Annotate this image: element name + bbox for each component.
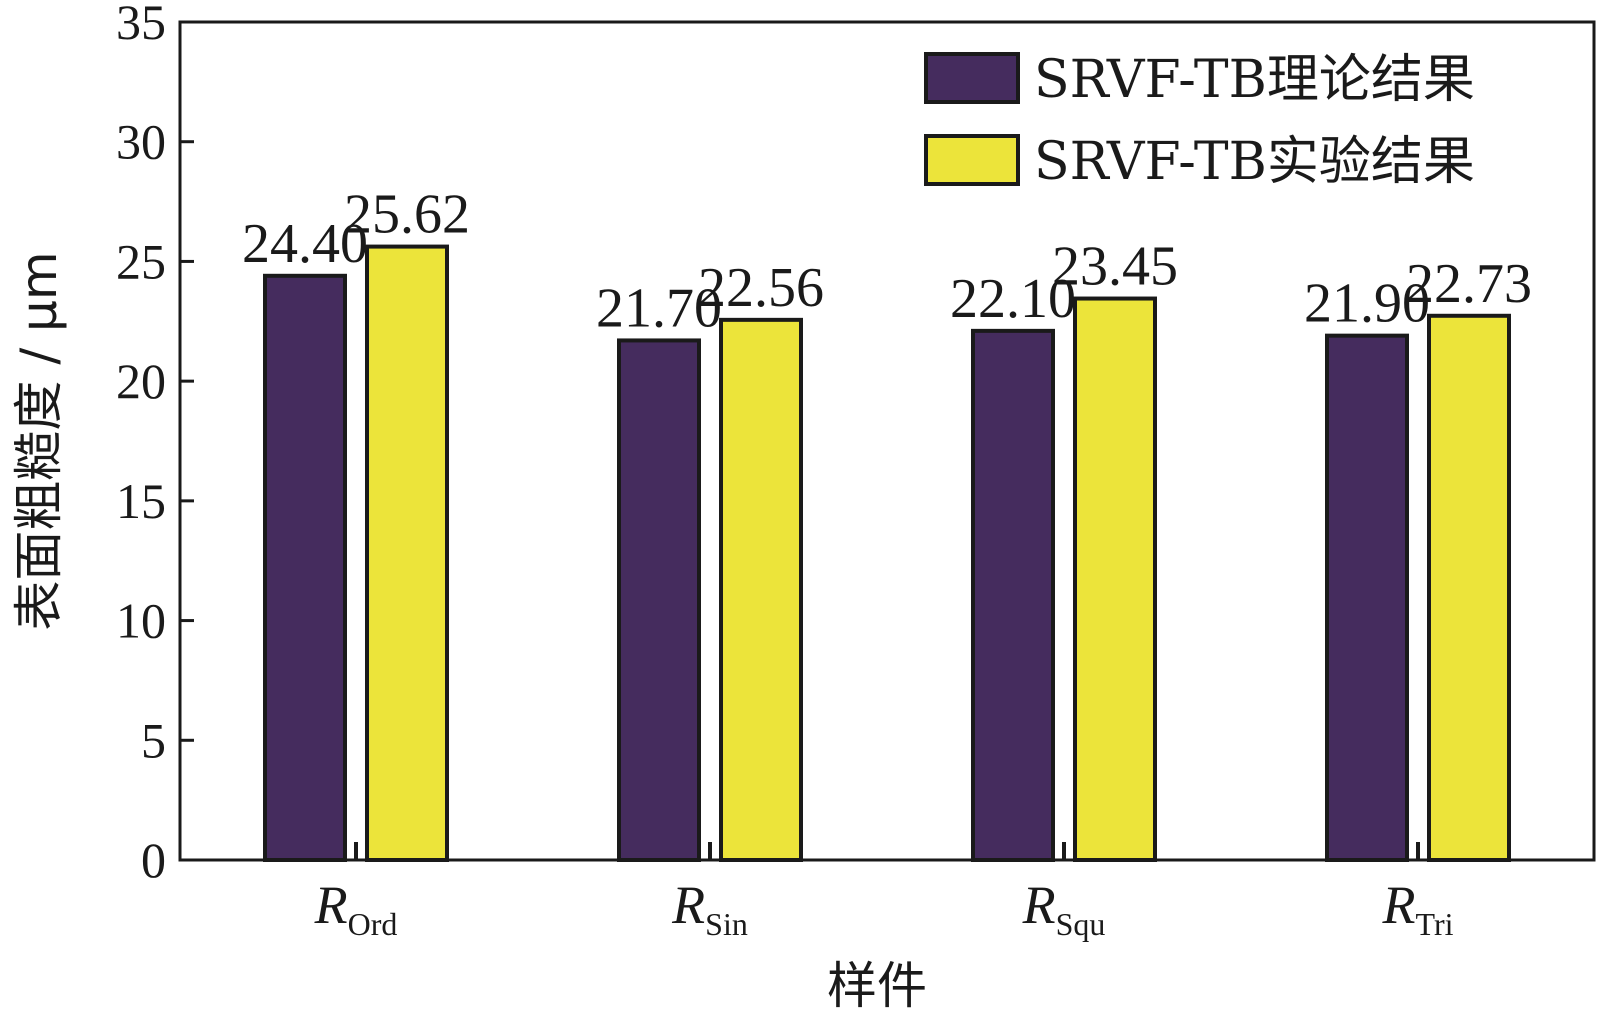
x-tick-label-sub: Squ: [1056, 906, 1106, 942]
bar-squ-series-2: [1073, 296, 1157, 863]
y-tick-label: 20: [116, 353, 166, 409]
x-tick-label-sub: Sin: [705, 906, 748, 942]
legend-label-series-1: SRVF-TB理论结果: [1034, 50, 1475, 110]
x-tick-label-main: R: [1022, 875, 1056, 935]
x-tick-label: RSin: [671, 875, 748, 942]
x-tick-label: RSqu: [1022, 875, 1106, 942]
y-tick-label: 30: [116, 114, 166, 170]
y-axis-title: 表面粗糙度 / μm: [10, 251, 68, 630]
x-tick-label-main: R: [1382, 875, 1416, 935]
bar-tri-series-1: [1325, 333, 1409, 862]
y-tick-label: 25: [116, 233, 166, 289]
y-tick-label: 35: [116, 0, 166, 50]
bar-ord-series-2: [365, 244, 449, 863]
value-label-ord-series-2: 25.62: [344, 184, 470, 246]
y-tick-label: 5: [141, 712, 166, 768]
bar-sin-series-2: [719, 317, 803, 863]
value-label-sin-series-2: 22.56: [698, 257, 824, 319]
value-label-tri-series-2: 22.73: [1406, 253, 1532, 315]
y-axis: 0 5 10 15 20 25 30 35: [116, 0, 194, 888]
x-tick-label-main: R: [671, 875, 705, 935]
x-axis: ROrd RSin RSqu RTri: [314, 842, 1454, 942]
x-tick-label-sub: Ord: [348, 906, 398, 942]
x-tick-label-main: R: [314, 875, 348, 935]
x-tick-label: ROrd: [314, 875, 398, 942]
x-tick-label: RTri: [1382, 875, 1454, 942]
bar-tri-series-2: [1427, 313, 1511, 862]
legend: SRVF-TB理论结果 SRVF-TB实验结果: [924, 50, 1475, 192]
bar-squ-series-1: [971, 328, 1055, 862]
x-tick-label-sub: Tri: [1416, 906, 1454, 942]
y-tick-label: 15: [116, 473, 166, 529]
plot-frame: [178, 20, 1596, 862]
y-tick-label: 10: [116, 593, 166, 649]
bar-sin-series-1: [617, 338, 701, 862]
value-label-squ-series-1: 22.10: [950, 268, 1076, 330]
legend-label-series-2: SRVF-TB实验结果: [1034, 132, 1475, 192]
value-label-tri-series-1: 21.90: [1304, 273, 1430, 335]
y-tick-label: 0: [141, 832, 166, 888]
x-axis-title: 样件: [827, 957, 927, 1015]
value-label-sin-series-1: 21.70: [596, 277, 722, 339]
value-label-squ-series-2: 23.45: [1052, 236, 1178, 298]
bar-ord-series-1: [263, 273, 347, 862]
legend-swatch-series-1: [924, 52, 1020, 104]
value-label-ord-series-1: 24.40: [242, 213, 368, 275]
legend-swatch-series-2: [924, 134, 1020, 186]
bars: [263, 244, 1511, 863]
